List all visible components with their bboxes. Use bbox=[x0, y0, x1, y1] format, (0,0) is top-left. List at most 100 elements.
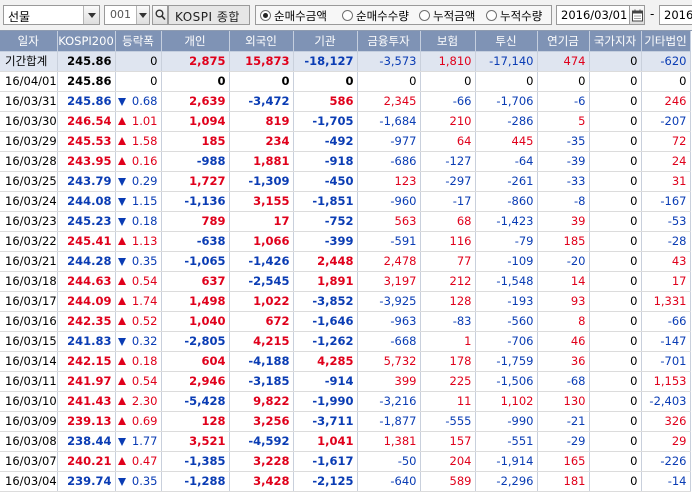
institution-cell: -18,127 bbox=[293, 51, 358, 72]
government-cell: 0 bbox=[589, 271, 642, 292]
search-button[interactable] bbox=[152, 5, 168, 25]
financial-investment-cell: -591 bbox=[357, 231, 421, 252]
pension-fund-cell: 130 bbox=[537, 391, 590, 412]
table-row[interactable]: 16/03/04 239.74 0.35 -1,288 3,428 -2,125 -640 5… bbox=[0, 471, 691, 492]
table-row[interactable]: 16/03/11 241.97 0.54 2,946 -3,185 -914 399 225-… bbox=[0, 371, 691, 392]
chevron-down-icon[interactable] bbox=[83, 6, 99, 24]
search-icon bbox=[155, 9, 166, 21]
table-row[interactable]: 16/03/14 242.15 0.18 604 -4,188 4,285 5,732 178… bbox=[0, 351, 691, 372]
column-header[interactable]: 기관 bbox=[293, 31, 358, 52]
start-date-field[interactable]: 2016/03/01 bbox=[556, 5, 630, 25]
code-select[interactable]: 001 bbox=[104, 5, 150, 25]
financial-investment-cell: 563 bbox=[357, 211, 421, 232]
change-cell: 0.68 bbox=[115, 91, 162, 112]
chevron-down-icon[interactable] bbox=[136, 6, 149, 24]
individual-cell: -1,385 bbox=[161, 451, 230, 472]
table-body: 기간합계 245.86 0 2,875 15,873 -18,127 -3,573 1,810… bbox=[0, 51, 691, 492]
column-header[interactable]: 보험 bbox=[420, 31, 476, 52]
change-value: 0 bbox=[150, 74, 158, 88]
date-cell: 16/03/11 bbox=[0, 371, 58, 392]
other-corporation-cell: 29 bbox=[641, 431, 691, 452]
table-row[interactable]: 16/03/29 245.53 1.58 185 234 -492 -977 64 445 -35… bbox=[0, 131, 691, 152]
table-row[interactable]: 16/03/18 244.63 0.54 637 -2,545 1,891 3,197 212… bbox=[0, 271, 691, 292]
investment-trust-cell: -990 bbox=[475, 411, 538, 432]
table-row[interactable]: 16/03/23 245.23 0.18 789 17 -752 563 68 -1,423 39… bbox=[0, 211, 691, 232]
triangle-up-icon bbox=[117, 356, 126, 365]
table-row[interactable]: 16/03/21 244.28 0.35 -1,065 -1,426 2,448 2,478… bbox=[0, 251, 691, 272]
start-date-calendar-button[interactable] bbox=[629, 5, 645, 25]
institution-cell: -914 bbox=[293, 371, 358, 392]
change-cell: 0 bbox=[115, 71, 162, 92]
institution-cell: 586 bbox=[293, 91, 358, 112]
financial-investment-cell: -668 bbox=[357, 331, 421, 352]
table-row[interactable]: 16/03/22 245.41 1.13 -638 1,066 -399 -591 116 -7… bbox=[0, 231, 691, 252]
investment-trust-cell: -1,914 bbox=[475, 451, 538, 472]
column-header[interactable]: 등락폭 bbox=[115, 31, 162, 52]
column-header[interactable]: 일자 bbox=[0, 31, 58, 52]
column-header[interactable]: 금융투자 bbox=[357, 31, 421, 52]
kospi200-cell: 241.43 bbox=[57, 391, 116, 412]
triangle-down-icon bbox=[117, 337, 126, 346]
table-row[interactable]: 16/03/07 240.21 0.47 -1,385 3,228 -1,617 -50 20… bbox=[0, 451, 691, 472]
table-row[interactable]: 16/04/01 245.86 0 0 0 0 0 0 0 0 0 0 bbox=[0, 71, 691, 92]
calendar-icon bbox=[632, 9, 643, 22]
triangle-up-icon bbox=[117, 416, 126, 425]
institution-cell: -1,646 bbox=[293, 311, 358, 332]
table-row[interactable]: 16/03/16 242.35 0.52 1,040 672 -1,646 -963 -83-… bbox=[0, 311, 691, 332]
kospi200-cell: 241.83 bbox=[57, 331, 116, 352]
radio-cumulative-qty[interactable]: 누적수량 bbox=[486, 8, 552, 23]
column-header[interactable]: 기타법인 bbox=[641, 31, 691, 52]
market-type-select[interactable]: 선물 bbox=[3, 5, 100, 25]
pension-fund-cell: 165 bbox=[537, 451, 590, 472]
table-row[interactable]: 16/03/15 241.83 0.32 -2,805 4,215 -1,262 -668 1… bbox=[0, 331, 691, 352]
pension-fund-cell: 36 bbox=[537, 351, 590, 372]
column-header[interactable]: 연기금 bbox=[537, 31, 590, 52]
insurance-cell: 77 bbox=[420, 251, 476, 272]
date-cell: 16/04/01 bbox=[0, 71, 58, 92]
table-row[interactable]: 16/03/31 245.86 0.68 2,639 -3,472 586 2,345 -66… bbox=[0, 91, 691, 112]
date-cell: 16/03/29 bbox=[0, 131, 58, 152]
date-range-separator: - bbox=[650, 7, 655, 21]
change-value: 1.13 bbox=[131, 234, 158, 248]
table-row[interactable]: 16/03/25 243.79 0.29 1,727 -1,309 -450 123 -297… bbox=[0, 171, 691, 192]
individual-cell: -5,428 bbox=[161, 391, 230, 412]
change-value: 0.35 bbox=[131, 254, 158, 268]
pension-fund-cell: 93 bbox=[537, 291, 590, 312]
radio-net-buy-amount[interactable]: 순매수금액 bbox=[260, 8, 342, 23]
foreign-cell: 4,215 bbox=[229, 331, 294, 352]
foreign-cell: 9,822 bbox=[229, 391, 294, 412]
table-row[interactable]: 16/03/28 243.95 0.16 -988 1,881 -918 -686 -127-… bbox=[0, 151, 691, 172]
table-row[interactable]: 기간합계 245.86 0 2,875 15,873 -18,127 -3,573 1,810… bbox=[0, 51, 691, 72]
change-cell: 0.35 bbox=[115, 251, 162, 272]
column-header[interactable]: 투신 bbox=[475, 31, 538, 52]
kospi200-cell: 244.08 bbox=[57, 191, 116, 212]
table-row[interactable]: 16/03/24 244.08 1.15 -1,136 3,155 -1,851 -960-… bbox=[0, 191, 691, 212]
financial-investment-cell: 1,381 bbox=[357, 431, 421, 452]
table-row[interactable]: 16/03/09 239.13 0.69 128 3,256 -3,711 -1,877 -5… bbox=[0, 411, 691, 432]
radio-net-buy-qty[interactable]: 순매수수량 bbox=[342, 8, 418, 23]
insurance-cell: 589 bbox=[420, 471, 476, 492]
table-row[interactable]: 16/03/10 241.43 2.30 -5,428 9,822 -1,990 -3,21… bbox=[0, 391, 691, 412]
other-corporation-cell: -14 bbox=[641, 471, 691, 492]
change-value: 2.30 bbox=[131, 394, 158, 408]
date-cell: 16/03/21 bbox=[0, 251, 58, 272]
government-cell: 0 bbox=[589, 151, 642, 172]
triangle-down-icon bbox=[117, 477, 126, 486]
date-cell: 기간합계 bbox=[0, 51, 58, 72]
end-date-field[interactable]: 2016/ bbox=[659, 5, 692, 25]
financial-investment-cell: 2,478 bbox=[357, 251, 421, 272]
column-header[interactable]: KOSPI200 bbox=[57, 31, 116, 52]
individual-cell: -988 bbox=[161, 151, 230, 172]
index-name: KOSPI 종합 bbox=[175, 10, 240, 24]
table-row[interactable]: 16/03/17 244.09 1.74 1,498 1,022 -3,852 -3,925… bbox=[0, 291, 691, 312]
financial-investment-cell: 3,197 bbox=[357, 271, 421, 292]
individual-cell: 637 bbox=[161, 271, 230, 292]
foreign-cell: 3,228 bbox=[229, 451, 294, 472]
column-header[interactable]: 개인 bbox=[161, 31, 230, 52]
table-row[interactable]: 16/03/30 246.54 1.01 1,094 819 -1,705 -1,684 21… bbox=[0, 111, 691, 132]
government-cell: 0 bbox=[589, 71, 642, 92]
table-row[interactable]: 16/03/08 238.44 1.77 3,521 -4,592 1,041 1,381 1… bbox=[0, 431, 691, 452]
radio-cumulative-amount[interactable]: 누적금액 bbox=[419, 8, 485, 23]
column-header[interactable]: 국가지자 bbox=[589, 31, 642, 52]
column-header[interactable]: 외국인 bbox=[229, 31, 294, 52]
